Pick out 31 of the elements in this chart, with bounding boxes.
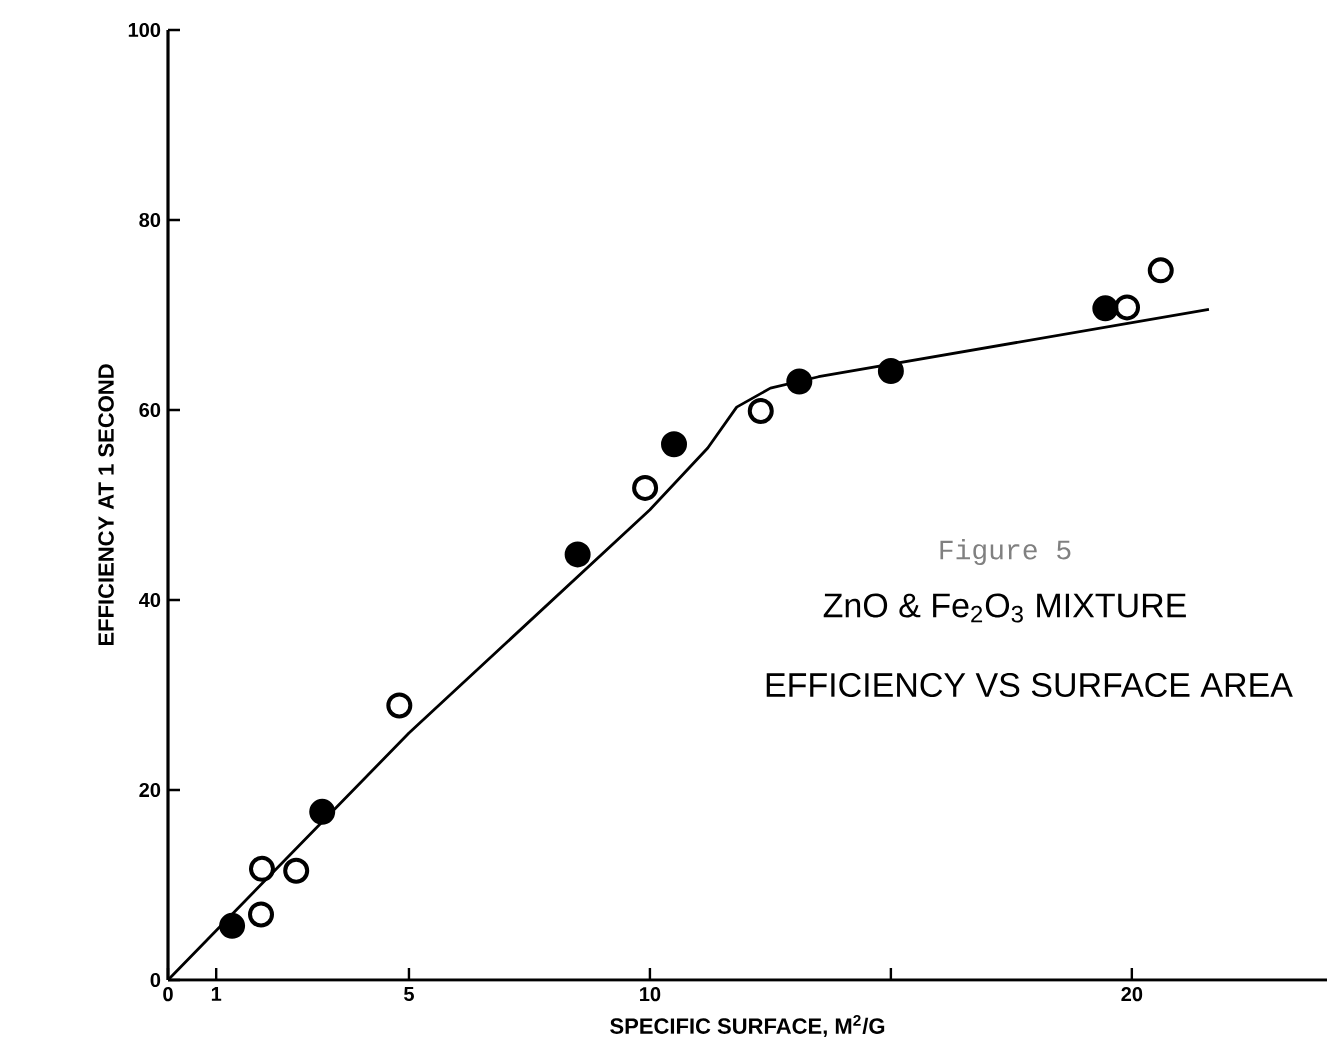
x-tick-label: 20: [1121, 987, 1143, 1002]
x-tick-label: 1: [211, 987, 222, 1001]
point: [386, 692, 413, 719]
point: [248, 855, 275, 882]
text: ZnO & Fe$_{2}$O$_{3}$ MIXTURE: [823, 593, 1186, 623]
point: [283, 857, 310, 884]
x-tick-label: 10: [640, 987, 661, 1002]
y-axis-title: EFFICIENCY AT 1 SECOND: [98, 364, 114, 646]
point: [564, 541, 591, 568]
x-axis-title: SPECIFIC SURFACE, M$^{2}$/G: [610, 1014, 885, 1038]
point: [786, 368, 813, 395]
y-tick-label: 60: [139, 402, 161, 418]
y-tick-label: 20: [139, 782, 161, 798]
y-tick-label: 80: [139, 212, 161, 228]
x-tick-label: 5: [404, 987, 414, 1002]
point: [747, 397, 774, 424]
point: [248, 901, 275, 928]
y-tick-label: 40: [139, 592, 161, 608]
point: [1092, 295, 1119, 322]
point: [309, 798, 336, 825]
point: [661, 431, 688, 458]
annotation: EFFICIENCY VS SURFACE AREA: [766, 672, 1293, 698]
text: Figure 5: [940, 538, 1071, 566]
point: [219, 912, 246, 939]
point: [1147, 257, 1174, 284]
point: [1114, 294, 1141, 321]
y-tick-label: 0: [150, 972, 161, 988]
y-tick-label: 100: [128, 22, 161, 38]
point: [632, 474, 659, 501]
x-tick-label: 0: [163, 987, 173, 1002]
point: [877, 358, 904, 385]
